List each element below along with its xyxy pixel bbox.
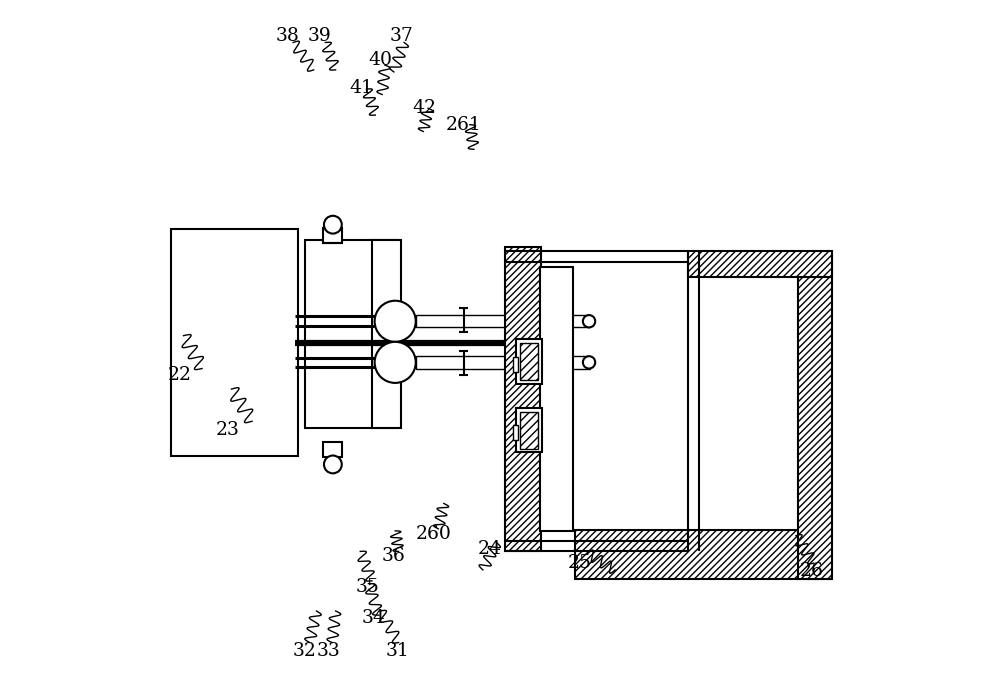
Bar — [513, 357, 518, 372]
Bar — [416, 315, 590, 327]
Text: 35: 35 — [355, 578, 379, 596]
Circle shape — [324, 216, 342, 234]
Bar — [305, 240, 397, 428]
Text: 33: 33 — [316, 642, 340, 660]
Circle shape — [583, 356, 595, 369]
Text: 34: 34 — [362, 609, 386, 627]
Text: 37: 37 — [390, 27, 414, 45]
Bar — [798, 253, 832, 579]
Circle shape — [375, 301, 416, 342]
Bar — [416, 356, 590, 369]
Text: 23: 23 — [216, 421, 240, 439]
Bar — [575, 530, 830, 579]
Text: 26: 26 — [800, 562, 824, 580]
Bar — [323, 228, 342, 243]
Text: 40: 40 — [368, 51, 392, 69]
Bar — [520, 343, 538, 380]
Circle shape — [583, 315, 595, 327]
Bar — [516, 339, 542, 384]
Text: 39: 39 — [308, 27, 332, 45]
Text: 42: 42 — [413, 99, 437, 116]
Text: 260: 260 — [416, 525, 451, 543]
Bar — [516, 408, 542, 452]
Text: 41: 41 — [350, 79, 374, 97]
Text: 24: 24 — [478, 540, 502, 558]
Bar — [688, 251, 832, 277]
Bar — [520, 412, 538, 449]
Text: 32: 32 — [293, 642, 317, 660]
Text: 38: 38 — [276, 27, 300, 45]
Text: 22: 22 — [168, 366, 192, 384]
Circle shape — [324, 456, 342, 473]
Text: 31: 31 — [385, 642, 409, 660]
Circle shape — [375, 342, 416, 383]
Bar — [540, 267, 573, 531]
Bar — [171, 229, 298, 456]
Bar — [323, 442, 342, 457]
Bar — [513, 425, 518, 440]
Bar — [372, 240, 401, 428]
Text: 25: 25 — [568, 554, 592, 572]
Text: 261: 261 — [446, 116, 482, 134]
Bar — [505, 247, 541, 551]
Text: 36: 36 — [382, 547, 406, 565]
